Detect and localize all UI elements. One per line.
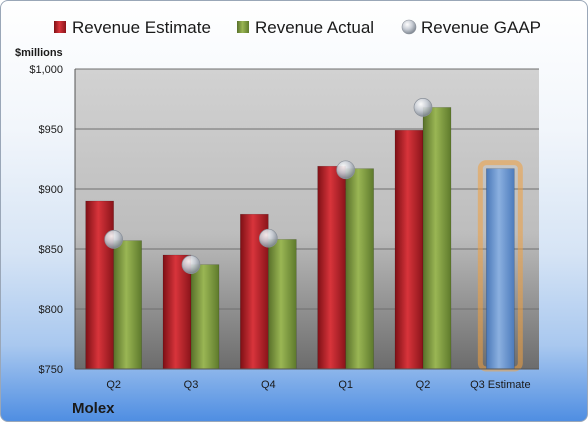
plot-area <box>75 69 539 369</box>
x-tick-label: Q2 <box>416 379 431 391</box>
legend-swatch-gaap <box>401 19 417 35</box>
gaap-marker <box>413 98 433 117</box>
gaap-marker <box>258 228 278 248</box>
bar-estimate <box>85 200 114 370</box>
bar-actual <box>422 107 452 370</box>
y-tick-label: $800 <box>39 304 63 316</box>
bar-estimate-forecast <box>486 168 515 370</box>
y-tick-label: $850 <box>39 244 63 256</box>
bar-estimate <box>394 129 424 370</box>
bar-actual <box>190 264 220 370</box>
x-tick-label: Q2 <box>106 379 121 391</box>
x-tick-label: Q3 Estimate <box>470 379 531 391</box>
bar-estimate <box>317 165 346 370</box>
y-tick-label: $900 <box>39 184 63 196</box>
legend-label-gaap: Revenue GAAP <box>421 18 541 37</box>
legend-swatch-actual <box>237 21 249 33</box>
legend-swatch-estimate <box>54 21 66 33</box>
company-name: Molex <box>72 400 115 417</box>
legend: Revenue Estimate Revenue Actual Revenue … <box>54 18 541 37</box>
gaap-marker <box>336 160 356 180</box>
y-tick-label: $950 <box>39 124 63 136</box>
bar-actual <box>345 168 374 370</box>
x-tick-label: Q3 <box>184 379 199 391</box>
bar-actual <box>268 239 297 370</box>
y-tick-label: $1,000 <box>29 64 63 76</box>
x-tick-label: Q4 <box>261 379 276 391</box>
legend-label-estimate: Revenue Estimate <box>72 18 211 37</box>
bar-actual <box>113 240 142 370</box>
legend-label-actual: Revenue Actual <box>255 18 374 37</box>
gaap-marker <box>104 230 124 249</box>
unit-label: $millions <box>15 47 63 59</box>
y-tick-label: $750 <box>39 364 63 376</box>
gaap-marker <box>181 255 201 274</box>
x-tick-label: Q1 <box>338 379 353 391</box>
